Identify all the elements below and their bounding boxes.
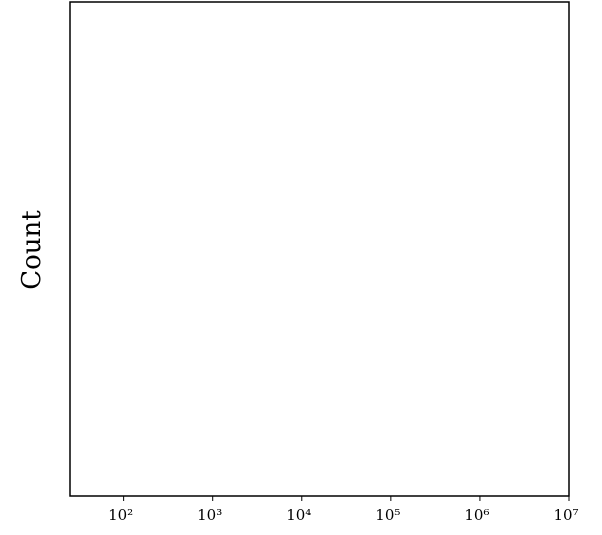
x-tick-label: 10³: [197, 506, 222, 524]
plot-frame: [69, 1, 570, 497]
x-tick-label: 10⁷: [553, 506, 578, 524]
y-axis-label: Count: [17, 210, 47, 290]
x-tick-label: 10⁵: [375, 506, 400, 524]
x-tick-label: 10⁶: [464, 506, 489, 524]
x-tick-label: 10²: [108, 506, 133, 524]
x-tick-label: 10⁴: [286, 506, 311, 524]
